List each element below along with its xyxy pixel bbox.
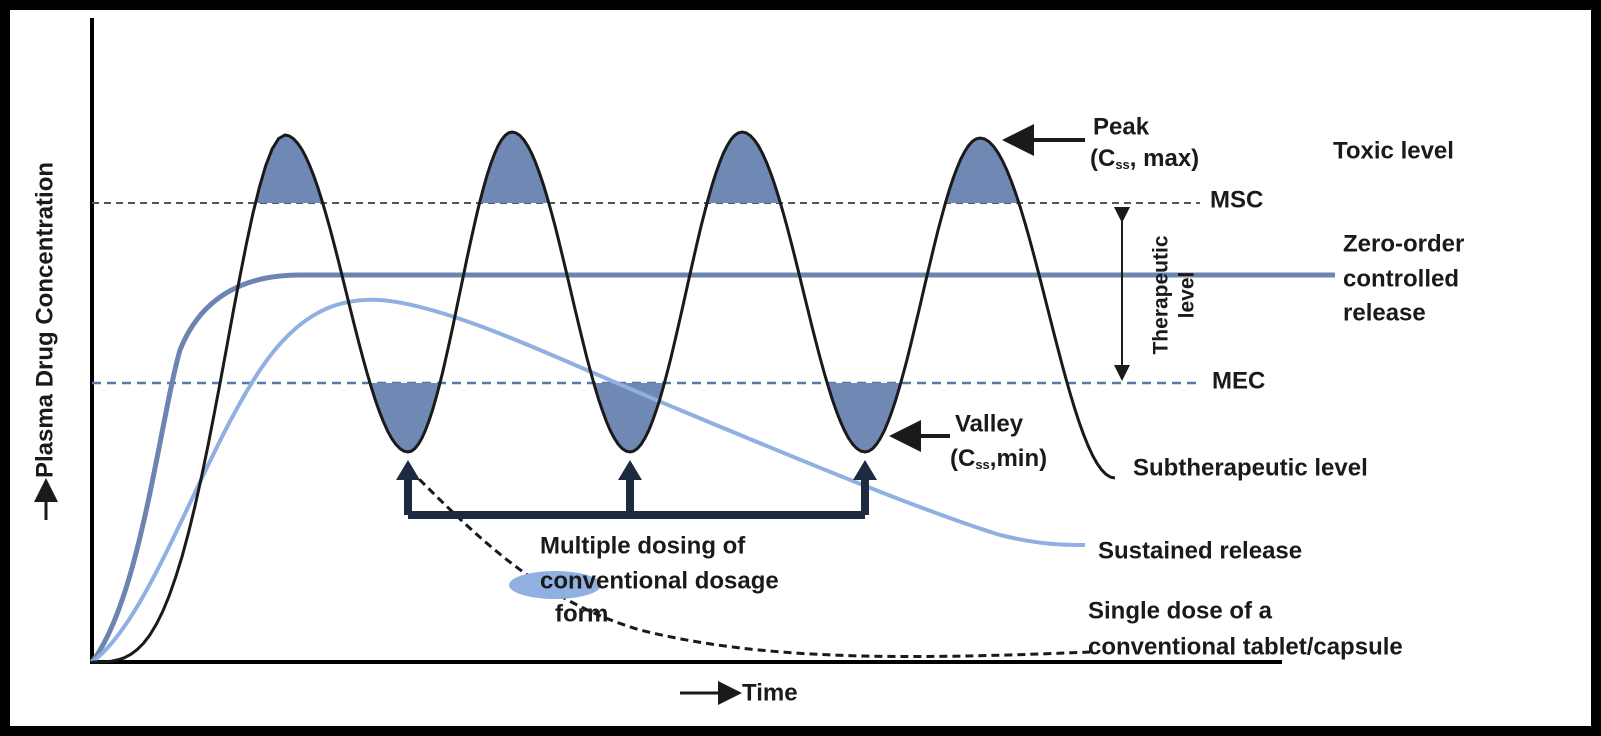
text: ,min): [990, 445, 1047, 472]
text: ss: [1115, 157, 1129, 172]
single-dose-label: conventional tablet/capsule: [1088, 633, 1403, 660]
multiple-dosing-curve: [92, 130, 1116, 664]
subtherapeutic-label: Subtherapeutic level: [1133, 454, 1368, 481]
valley-detail: (Css,min): [950, 445, 1047, 472]
text: (C: [1090, 145, 1115, 172]
dose-arrowheads: [396, 460, 877, 480]
zero-order-label: release: [1343, 299, 1426, 326]
therapeutic-label: level: [1176, 272, 1199, 319]
frame: [10, 10, 1591, 726]
mec-label: MEC: [1212, 367, 1265, 394]
single-dose-label: Single dose of a: [1088, 597, 1273, 624]
subtherapeutic-region: [370, 383, 901, 452]
therapeutic-label: Therapeutic: [1150, 235, 1173, 354]
dose-bracket: [404, 478, 869, 519]
text: , max): [1130, 145, 1199, 172]
multiple-dosing-label: form: [555, 600, 608, 627]
zero-order-label: controlled: [1343, 265, 1459, 292]
highlight: [509, 571, 601, 599]
text: ss: [975, 457, 989, 472]
multiple-dosing-label: Multiple dosing of: [540, 532, 746, 559]
valley-label: Valley: [955, 410, 1024, 437]
y-axis-label: Plasma Drug Concentration: [31, 162, 58, 478]
zero-order-curve: [90, 272, 1335, 664]
single-dose-curve: [408, 468, 1091, 658]
peak-detail: (Css, max): [1090, 145, 1199, 172]
text: (C: [950, 445, 975, 472]
sustained-label: Sustained release: [1098, 537, 1302, 564]
peak-label: Peak: [1093, 113, 1150, 140]
multiple-dosing-label: conventional dosage: [540, 567, 779, 594]
sustained-release-curve: [90, 297, 1086, 664]
zero-order-label: Zero-order: [1343, 230, 1464, 257]
x-axis-label: Time: [742, 679, 798, 706]
msc-label: MSC: [1210, 186, 1263, 213]
toxic-level: Toxic level: [1333, 137, 1454, 164]
